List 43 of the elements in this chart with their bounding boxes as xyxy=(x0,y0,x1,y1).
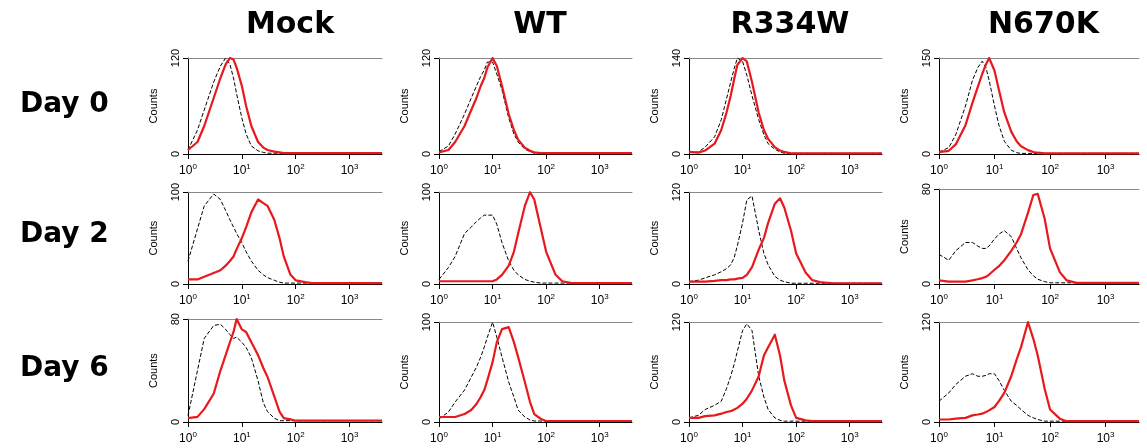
y-axis-title: Counts xyxy=(146,88,159,124)
y-tick-label: 0 xyxy=(419,280,432,288)
y-axis-title: Counts xyxy=(397,354,410,390)
y-axis-title: Counts xyxy=(146,220,159,256)
chart-title: Mock xyxy=(245,4,336,40)
y-tick-label: 120 xyxy=(168,48,181,68)
y-tick-label: 140 xyxy=(669,48,682,68)
y-tick-label: 0 xyxy=(419,150,432,158)
y-tick-label: 120 xyxy=(669,313,682,332)
y-tick-label: 100 xyxy=(168,183,181,202)
chart-title: N670K xyxy=(988,4,1101,40)
y-axis-title: Counts xyxy=(146,352,159,388)
chart-title: WT xyxy=(513,4,568,40)
y-axis-title: Counts xyxy=(647,88,660,124)
y-tick-label: 0 xyxy=(919,150,932,158)
y-tick-label: 80 xyxy=(168,312,181,326)
y-axis-title: Counts xyxy=(897,354,910,390)
y-tick-label: 120 xyxy=(669,183,682,202)
y-axis-title: Counts xyxy=(397,220,410,256)
y-tick-label: 120 xyxy=(419,48,432,68)
y-tick-label: 0 xyxy=(919,280,932,288)
y-tick-label: 80 xyxy=(919,182,932,196)
y-axis-title: Counts xyxy=(397,88,410,124)
y-axis-title: Counts xyxy=(647,354,660,390)
text: Day 2 xyxy=(20,215,109,249)
y-tick-label: 120 xyxy=(919,313,932,332)
y-axis-title: Counts xyxy=(897,88,910,124)
y-axis-title: Counts xyxy=(647,220,660,256)
y-tick-label: 0 xyxy=(919,418,932,426)
y-tick-label: 150 xyxy=(919,48,932,68)
y-tick-label: 0 xyxy=(669,280,682,288)
y-tick-label: 0 xyxy=(168,418,181,426)
y-tick-label: 0 xyxy=(419,418,432,426)
y-tick-label: 0 xyxy=(168,150,181,158)
y-tick-label: 0 xyxy=(168,280,181,288)
text: Day 6 xyxy=(20,349,109,383)
chart-title: R334W xyxy=(730,4,850,40)
y-tick-label: 100 xyxy=(419,313,432,332)
text: Day 0 xyxy=(20,85,109,119)
y-tick-label: 0 xyxy=(669,150,682,158)
y-tick-label: 100 xyxy=(419,183,432,202)
y-axis-title: Counts xyxy=(897,218,910,254)
y-tick-label: 0 xyxy=(669,418,682,426)
